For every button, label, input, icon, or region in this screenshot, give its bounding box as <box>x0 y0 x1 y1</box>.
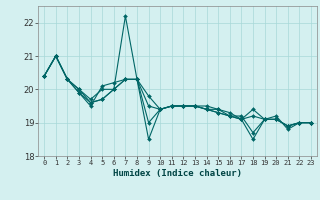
X-axis label: Humidex (Indice chaleur): Humidex (Indice chaleur) <box>113 169 242 178</box>
